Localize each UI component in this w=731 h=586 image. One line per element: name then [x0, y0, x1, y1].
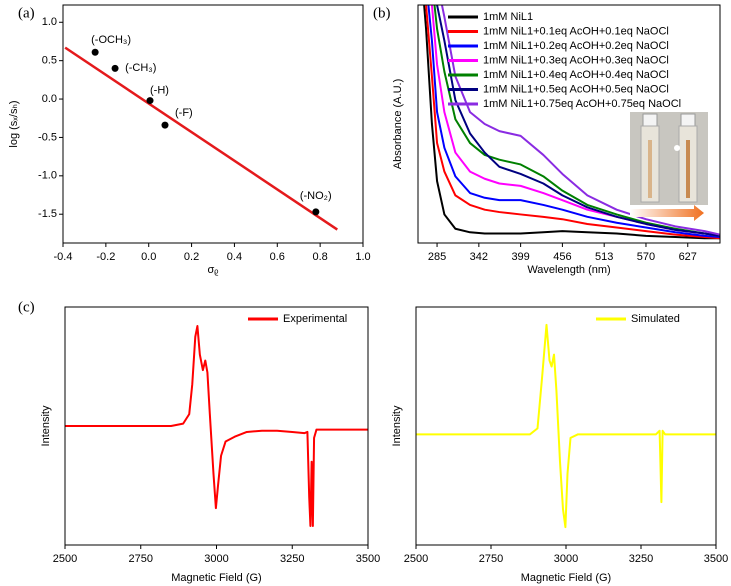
x-axis-label: σᵨ — [208, 264, 219, 276]
y-axis-label: Intensity — [40, 405, 52, 446]
plot-area — [65, 325, 368, 527]
legend-label: 1mM NiL1+0.4eq AcOH+0.4eq NaOCl — [483, 69, 669, 81]
x-tick-label: 456 — [553, 251, 571, 263]
x-tick-label: -0.4 — [54, 251, 73, 263]
x-tick-label: 3250 — [280, 553, 304, 565]
point — [91, 48, 99, 56]
x-tick-label: 399 — [511, 251, 529, 263]
point-label: (-F) — [175, 107, 193, 119]
series-line — [423, 5, 720, 240]
point-label: (-OCH₃) — [91, 34, 131, 46]
y-tick-label: 0.5 — [42, 55, 57, 67]
point — [312, 208, 320, 216]
series-line — [416, 323, 716, 529]
x-tick-label: 0.0 — [141, 251, 156, 263]
series-line — [425, 5, 720, 240]
y-axis-label: log (sₓ/sₕ) — [8, 100, 20, 147]
x-axis-label: Magnetic Field (G) — [521, 572, 611, 584]
x-tick-label: 0.6 — [270, 251, 285, 263]
inset-photo — [630, 112, 708, 221]
legend-label: 1mM NiL1+0.1eq AcOH+0.1eq NaOCl — [483, 25, 669, 37]
point-label: (-H) — [150, 84, 169, 96]
x-tick-label: 3250 — [629, 553, 653, 565]
x-tick-label: 2500 — [404, 553, 428, 565]
x-tick-label: 285 — [428, 251, 446, 263]
x-tick-label: 0.2 — [184, 251, 199, 263]
axes-frame — [417, 4, 721, 244]
x-tick-label: 513 — [595, 251, 613, 263]
x-tick-label: 3500 — [356, 553, 380, 565]
vial-cap — [680, 113, 696, 127]
legend-label: Simulated — [631, 313, 680, 325]
chart: Magnetic Field (G) Intensity 2500 2750 3000 3… — [391, 306, 728, 584]
x-axis-label: Magnetic Field (G) — [171, 572, 261, 584]
plot-area — [64, 46, 338, 231]
y-tick-label: -1.5 — [38, 208, 57, 220]
x-tick-label: 3500 — [704, 553, 728, 565]
x-tick-label: 627 — [679, 251, 697, 263]
legend-label: 1mM NiL1 — [483, 11, 533, 23]
x-tick-label: 342 — [470, 251, 488, 263]
legend-label: 1mM NiL1+0.75eq AcOH+0.75eq NaOCl — [483, 98, 681, 110]
point — [161, 121, 169, 129]
fit-line — [64, 46, 338, 231]
x-tick-label: 3000 — [204, 553, 228, 565]
panel-label: (b) — [373, 5, 391, 21]
arrow — [630, 205, 704, 221]
x-tick-label: 3000 — [554, 553, 578, 565]
chart: (b) Wavelength (nm) Absorbance (A.U.) 285 34… — [373, 4, 721, 276]
highlight — [674, 145, 680, 151]
x-tick-label: 2750 — [129, 553, 153, 565]
vial-cap — [642, 113, 658, 127]
legend-label: 1mM NiL1+0.2eq AcOH+0.2eq NaOCl — [483, 40, 669, 52]
vial-liquid — [648, 140, 652, 198]
y-tick-label: -1.0 — [38, 170, 57, 182]
y-tick-label: -0.5 — [38, 131, 57, 143]
x-tick-label: 0.8 — [312, 251, 327, 263]
series-line — [65, 325, 368, 527]
vial-liquid — [686, 140, 690, 198]
plot-area — [423, 5, 720, 240]
panel-label: (a) — [18, 5, 35, 21]
legend-label: Experimental — [283, 313, 347, 325]
y-tick-label: 0.0 — [42, 93, 57, 105]
series-line — [436, 5, 720, 237]
panel-label: (c) — [18, 299, 35, 315]
series-line — [427, 5, 720, 239]
axes-frame — [62, 4, 364, 244]
plot-area — [416, 323, 716, 529]
point — [146, 97, 154, 105]
x-axis-label: Wavelength (nm) — [527, 264, 610, 276]
series-line — [433, 5, 720, 237]
legend-label: 1mM NiL1+0.3eq AcOH+0.3eq NaOCl — [483, 54, 669, 66]
point-label: (-NO₂) — [300, 190, 332, 202]
legend-label: 1mM NiL1+0.5eq AcOH+0.5eq NaOCl — [483, 83, 669, 95]
y-tick-label: 1.0 — [42, 16, 57, 28]
series-line — [440, 5, 720, 236]
point — [111, 64, 119, 72]
x-tick-label: 570 — [637, 251, 655, 263]
y-axis-label: Intensity — [391, 405, 403, 446]
x-tick-label: 2500 — [53, 553, 77, 565]
point-label: (-CH₃) — [125, 62, 156, 74]
chart: (a) σᵨ log (sₓ/sₕ) -0.4 -0.2 0.0 0.2 0.4 0.6 0.8 1… — [8, 4, 371, 276]
x-tick-label: -0.2 — [96, 251, 115, 263]
y-axis-label: Absorbance (A.U.) — [392, 79, 404, 169]
chart: (c) Magnetic Field (G) Intensity 2500 2750 30… — [18, 299, 380, 583]
x-tick-label: 0.4 — [227, 251, 242, 263]
x-tick-label: 2750 — [479, 553, 503, 565]
x-tick-label: 1.0 — [355, 251, 370, 263]
